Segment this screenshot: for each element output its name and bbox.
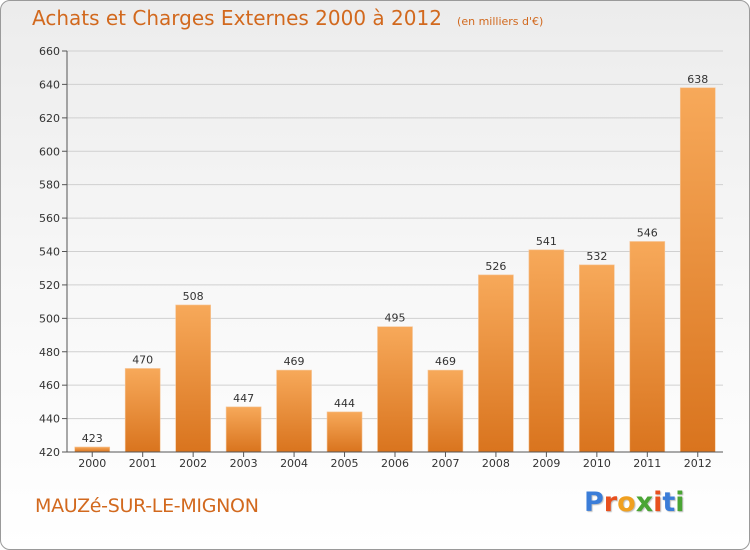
x-axis-ticks: 2000 2001 2002 2003 2004 2005 2006 2007 2008 2009… [78, 452, 712, 470]
bar [679, 87, 716, 453]
chart-title: Achats et Charges Externes 2000 à 2012 [32, 6, 442, 30]
x-tick-label: 2006 [381, 457, 409, 470]
y-tick-label: 620 [39, 112, 60, 125]
chart-title-block: Achats et Charges Externes 2000 à 2012 (… [32, 6, 543, 30]
data-label: 469 [435, 355, 456, 368]
y-tick-label: 440 [39, 413, 60, 426]
data-label: 541 [536, 235, 557, 248]
logo-letter: r [603, 487, 618, 518]
bar [225, 406, 262, 453]
data-label: 495 [385, 312, 406, 325]
x-tick-label: 2008 [482, 457, 510, 470]
x-tick-label: 2005 [331, 457, 359, 470]
x-tick-label: 2001 [129, 457, 157, 470]
y-tick-label: 580 [39, 179, 60, 192]
y-tick-label: 560 [39, 212, 60, 225]
chart-unit: (en milliers d'€) [457, 15, 544, 28]
y-axis-ticks: 420 440 460 480 500 520 540 560 580 600 620 640 660 [39, 45, 67, 459]
logo-letter: x [635, 487, 654, 518]
logo-letter: t [662, 487, 676, 518]
x-tick-label: 2011 [633, 457, 661, 470]
bars [74, 87, 716, 453]
data-label: 444 [334, 397, 355, 410]
x-tick-label: 2002 [179, 457, 207, 470]
y-tick-label: 640 [39, 78, 60, 91]
bar [74, 446, 111, 453]
bar [579, 264, 615, 453]
proxiti-logo: Proxiti [584, 487, 685, 518]
logo-letter: i [675, 487, 685, 518]
data-label: 546 [637, 226, 658, 239]
data-labels: 423 470 508 447 469 444 495 469 526 541 532 546 638 [82, 73, 709, 445]
y-tick-label: 480 [39, 346, 60, 359]
bar [528, 249, 565, 453]
bar [326, 411, 363, 453]
data-label: 423 [82, 432, 103, 445]
y-tick-label: 540 [39, 246, 60, 259]
x-tick-label: 2003 [230, 457, 258, 470]
data-label: 508 [183, 290, 204, 303]
data-label: 526 [485, 260, 506, 273]
x-tick-label: 2000 [78, 457, 106, 470]
logo-letter: i [653, 487, 663, 518]
bar [427, 369, 464, 453]
bar [276, 369, 312, 453]
logo-letter: o [617, 487, 636, 518]
data-label: 532 [586, 250, 607, 263]
bar [175, 304, 211, 453]
bar [478, 274, 514, 453]
x-tick-label: 2007 [431, 457, 459, 470]
commune-name: MAUZé-SUR-LE-MIGNON [35, 495, 259, 517]
y-tick-label: 500 [39, 312, 60, 325]
x-tick-label: 2009 [532, 457, 560, 470]
data-label: 447 [233, 392, 254, 405]
axes [66, 51, 723, 453]
data-label: 470 [132, 353, 153, 366]
y-tick-label: 460 [39, 379, 60, 392]
y-tick-label: 520 [39, 279, 60, 292]
bar [377, 326, 413, 453]
bar [124, 368, 161, 453]
x-tick-label: 2010 [583, 457, 611, 470]
data-label: 469 [284, 355, 305, 368]
data-label: 638 [687, 73, 708, 86]
x-tick-label: 2004 [280, 457, 308, 470]
logo-letter: P [584, 487, 604, 518]
bar [629, 241, 666, 453]
y-tick-label: 600 [39, 145, 60, 158]
y-tick-label: 660 [39, 45, 60, 58]
y-tick-label: 420 [39, 446, 60, 459]
x-tick-label: 2012 [684, 457, 712, 470]
